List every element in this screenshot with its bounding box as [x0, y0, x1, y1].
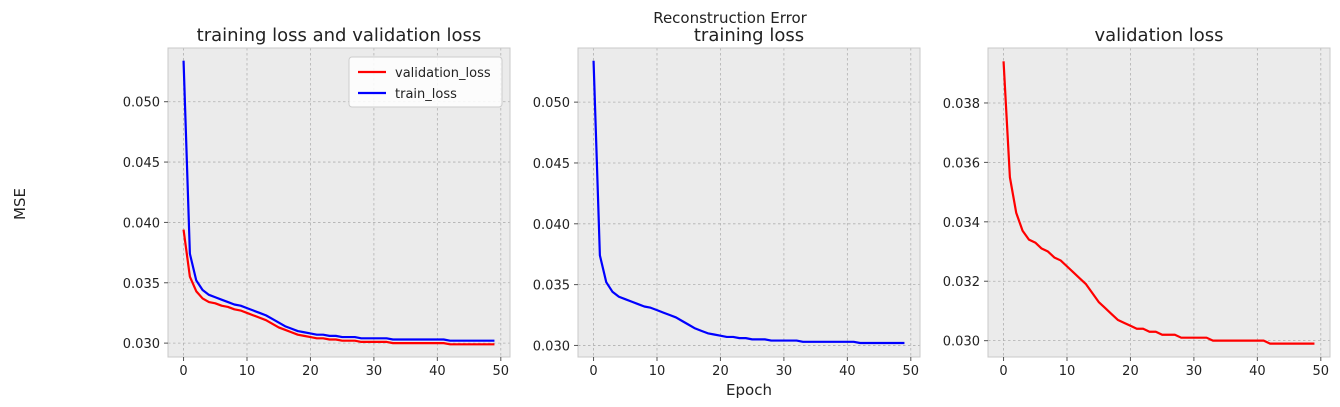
x-tick-label: 40 [1249, 364, 1266, 379]
x-tick-label: 30 [1186, 364, 1203, 379]
y-tick-label: 0.035 [123, 277, 160, 292]
legend-box [348, 56, 503, 108]
y-tick-label: 0.034 [943, 216, 980, 231]
x-tick-label: 10 [1059, 364, 1076, 379]
x-tick-label: 20 [1122, 364, 1139, 379]
y-tick-label: 0.035 [533, 279, 570, 294]
x-tick-label: 0 [179, 364, 187, 379]
x-tick-label: 20 [712, 364, 729, 379]
x-tick-label: 20 [302, 364, 319, 379]
plot-title: training loss [694, 25, 804, 46]
axes-frame [167, 47, 511, 358]
y-tick-label: 0.040 [123, 216, 160, 231]
x-tick-label: 10 [239, 364, 256, 379]
y-tick-label: 0.032 [943, 275, 980, 290]
x-tick-label: 40 [429, 364, 446, 379]
y-tick-label: 0.030 [943, 335, 980, 350]
y-tick-label: 0.040 [533, 218, 570, 233]
x-tick-label: 30 [366, 364, 383, 379]
x-tick-label: 0 [999, 364, 1007, 379]
series-line-validation-loss [182, 229, 495, 346]
y-tick-label: 0.030 [533, 339, 570, 354]
x-tick-label: 0 [589, 364, 597, 379]
y-tick-label: 0.045 [123, 156, 160, 171]
plot-panel-2: 0 10 20 30 40 50 0.030 0.035 0.040 0.045 0.050 trai… [533, 25, 921, 399]
x-tick-label: 50 [1313, 364, 1330, 379]
series-line-train-loss [592, 60, 905, 345]
y-tick-label: 0.030 [123, 337, 160, 352]
y-tick-label: 0.045 [533, 157, 570, 172]
x-tick-label: 40 [839, 364, 856, 379]
plot-area [988, 48, 1330, 357]
x-axis-label: Epoch [726, 381, 772, 399]
axes-frame [987, 47, 1331, 358]
plot-title: training loss and validation loss [197, 25, 482, 46]
series-line-train-loss [182, 60, 495, 342]
y-tick-label: 0.050 [533, 96, 570, 111]
y-tick-label: 0.036 [943, 156, 980, 171]
plot-area [578, 48, 920, 357]
legend-label: validation_loss [395, 66, 491, 81]
y-tick-label: 0.038 [943, 97, 980, 112]
figure-ylabel: MSE [11, 188, 29, 220]
y-tick-label: 0.050 [123, 96, 160, 111]
x-tick-label: 10 [649, 364, 666, 379]
plot-panel-1: 0 10 20 30 40 50 0.030 0.035 0.040 0.045 0.050 trai… [123, 25, 511, 379]
plot-panel-3: 0 10 20 30 40 50 0.030 0.032 0.034 0.036 0.038 vali… [943, 25, 1331, 379]
plot-title: validation loss [1094, 25, 1223, 46]
figure-suptitle: Reconstruction Error [653, 9, 807, 27]
legend: validation_loss train_loss [348, 56, 503, 108]
series-line-validation-loss [1002, 61, 1315, 345]
legend-label: train_loss [395, 87, 457, 102]
x-tick-label: 50 [493, 364, 510, 379]
x-tick-label: 50 [903, 364, 920, 379]
axes-frame [577, 47, 921, 358]
x-tick-label: 30 [776, 364, 793, 379]
